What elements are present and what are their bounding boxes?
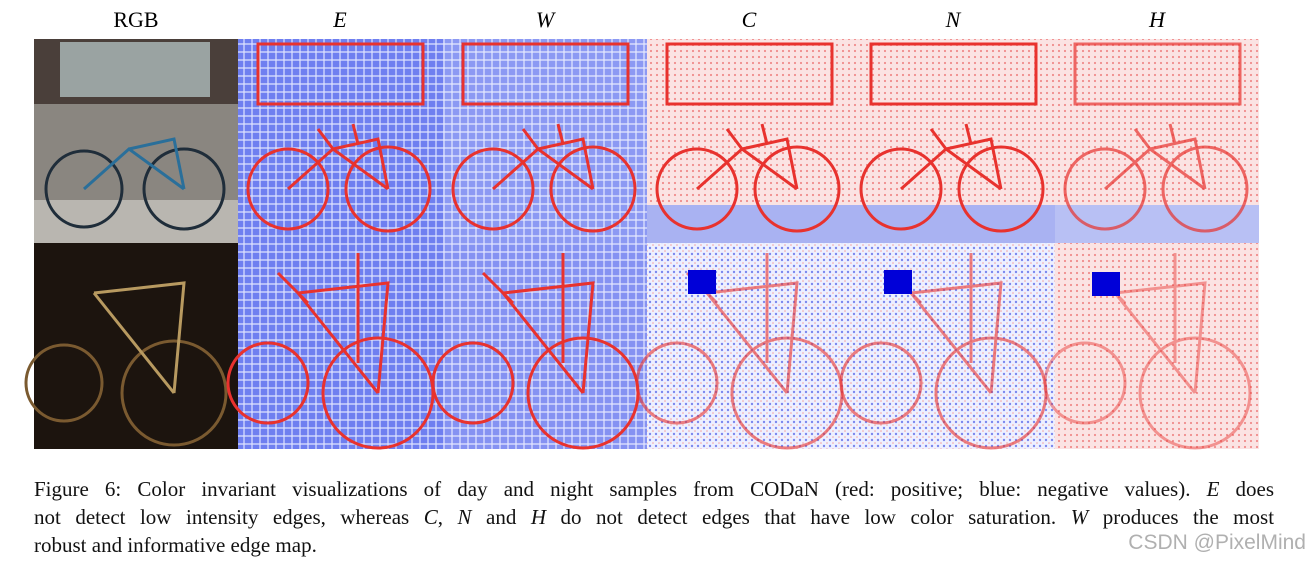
caption-text: do not detect edges that have low color … xyxy=(546,505,1071,529)
image-day-h xyxy=(1055,39,1259,243)
image-night-n xyxy=(839,243,1055,450)
image-day-e xyxy=(238,39,443,243)
caption-math: H xyxy=(530,505,547,529)
caption-text: and xyxy=(471,505,531,529)
image-night-w xyxy=(431,243,647,450)
caption-math: N xyxy=(457,505,472,529)
column-headers: RGB E W C N H xyxy=(113,7,1166,32)
column-header: W xyxy=(536,7,556,32)
image-night-rgb xyxy=(24,243,238,449)
column-header: N xyxy=(945,7,962,32)
figure: RGB E W C N H xyxy=(24,7,1259,450)
watermark: CSDN @PixelMind xyxy=(1128,531,1306,554)
image-night-c xyxy=(635,243,851,450)
caption-text: produces the most xyxy=(1088,505,1275,529)
caption-text: does xyxy=(1219,477,1274,501)
caption-math: E xyxy=(1206,477,1220,501)
caption-text: robust and informative edge map. xyxy=(34,533,317,557)
image-day-c xyxy=(647,39,851,243)
caption-math: C xyxy=(423,505,438,529)
column-header: RGB xyxy=(113,7,158,32)
caption-line: Figure 6: Color invariant visualizations… xyxy=(34,475,1274,503)
caption-text: not detect low intensity edges, whereas xyxy=(34,505,424,529)
image-day-rgb xyxy=(34,39,238,243)
image-night-e xyxy=(226,243,443,450)
caption-text: , xyxy=(437,505,458,529)
caption-text: Figure 6: Color invariant visualizations… xyxy=(34,477,1207,501)
column-header: H xyxy=(1148,7,1166,32)
caption-line: not detect low intensity edges, whereas … xyxy=(34,503,1274,531)
caption-line: robust and informative edge map. xyxy=(34,531,1274,559)
column-header: C xyxy=(742,7,757,32)
caption-math: W xyxy=(1070,505,1089,529)
image-day-w xyxy=(443,39,647,243)
image-day-n xyxy=(851,39,1055,243)
column-header: E xyxy=(332,7,347,32)
image-night-h xyxy=(1043,243,1259,450)
caption: Figure 6: Color invariant visualizations… xyxy=(34,475,1274,559)
